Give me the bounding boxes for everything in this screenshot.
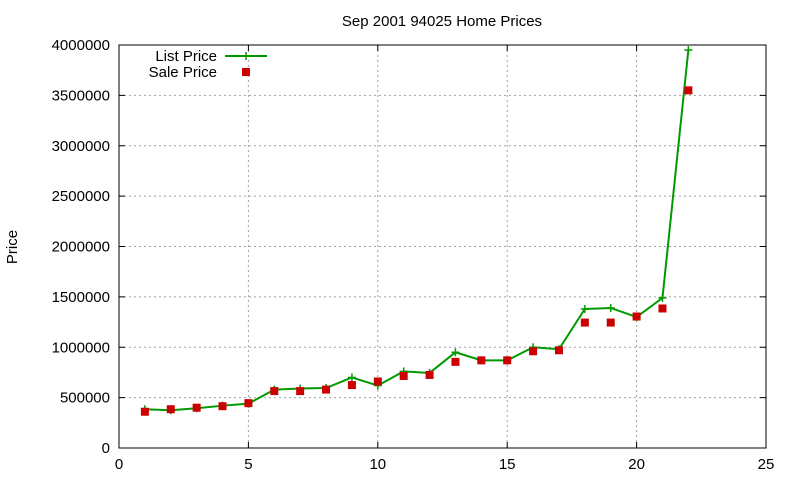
- y-tick-label: 1000000: [52, 339, 110, 356]
- sale-price-point: [554, 346, 563, 355]
- x-tick-label: 25: [758, 456, 775, 473]
- sale-price-point: [503, 356, 512, 365]
- series-layer: [140, 46, 693, 416]
- sale-price-point: [451, 357, 460, 366]
- y-tick-label: 3000000: [52, 138, 110, 155]
- list-price-point: [684, 46, 693, 55]
- x-tick-label: 0: [115, 456, 123, 473]
- y-tick-label: 500000: [60, 390, 110, 407]
- x-tick-label: 10: [369, 456, 386, 473]
- list-price-line: [144, 49, 690, 412]
- sale-price-point: [658, 304, 667, 313]
- legend-swatch-sale-price: [242, 68, 250, 76]
- y-axis-label: Price: [4, 230, 21, 264]
- axis-ticks: 0 5 10 15 20 25 0 500000 1000000 1500000 2000000 25…: [52, 37, 775, 473]
- y-tick-label: 2000000: [52, 239, 110, 256]
- y-tick-label: 0: [102, 440, 110, 457]
- sale-price-point: [580, 318, 589, 327]
- sale-price-point: [399, 371, 408, 380]
- sale-price-point: [373, 377, 382, 386]
- grid-lines: [119, 45, 766, 448]
- x-tick-label: 5: [244, 456, 252, 473]
- sale-price-point: [347, 381, 356, 390]
- y-tick-label: 1500000: [52, 289, 110, 306]
- sale-price-point: [296, 387, 305, 396]
- y-tick-label: 2500000: [52, 188, 110, 205]
- list-price-point: [347, 373, 356, 382]
- list-price-point: [580, 304, 589, 313]
- list-price-point: [606, 303, 615, 312]
- list-price-point: [451, 348, 460, 357]
- sale-price-point: [218, 402, 227, 411]
- sale-price-point: [244, 399, 253, 408]
- x-tick-label: 15: [499, 456, 516, 473]
- plot-frame: [118, 44, 767, 449]
- x-tick-label: 20: [628, 456, 645, 473]
- sale-price-point: [166, 405, 175, 414]
- sale-price-point: [425, 370, 434, 379]
- list-price-point: [658, 293, 667, 302]
- y-tick-label: 3500000: [52, 87, 110, 104]
- sale-price-point: [140, 407, 149, 416]
- sale-price-point: [606, 318, 615, 327]
- chart-title: Sep 2001 94025 Home Prices: [342, 13, 542, 30]
- legend-label-sale-price: Sale Price: [149, 64, 217, 81]
- sale-price-point: [192, 403, 201, 412]
- sale-price-point: [529, 347, 538, 356]
- y-tick-label: 4000000: [52, 37, 110, 54]
- sale-price-point: [632, 312, 641, 321]
- sale-price-point: [322, 385, 331, 394]
- sale-price-point: [270, 387, 279, 396]
- sale-price-point: [477, 356, 486, 365]
- sale-price-point: [684, 86, 693, 95]
- legend-label-list-price: List Price: [155, 48, 217, 65]
